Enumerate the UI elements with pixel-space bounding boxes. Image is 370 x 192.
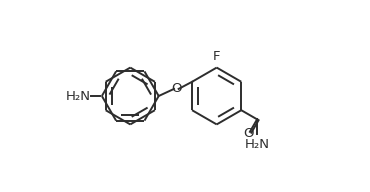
- Text: H₂N: H₂N: [245, 138, 270, 151]
- Text: F: F: [213, 50, 221, 63]
- Text: O: O: [171, 82, 182, 95]
- Text: H₂N: H₂N: [65, 89, 90, 103]
- Text: O: O: [244, 127, 254, 140]
